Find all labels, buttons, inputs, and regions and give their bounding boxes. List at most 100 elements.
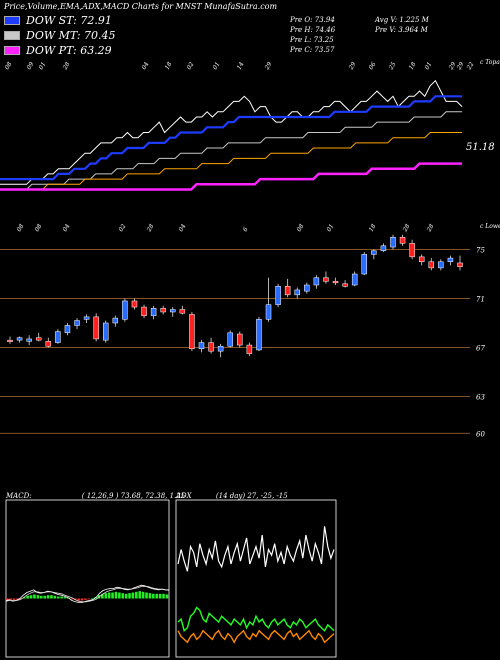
- macd-histogram-bar: [46, 595, 50, 599]
- macd-histogram-bar: [128, 593, 131, 599]
- candle-body: [351, 273, 358, 286]
- candle-body: [93, 316, 99, 340]
- ema-x-tick-label: 28: [61, 61, 71, 72]
- price-x-tick-label: 01: [326, 223, 336, 233]
- macd-histogram-bar: [53, 595, 57, 599]
- macd-series-line-1: [5, 586, 169, 603]
- macd-histogram-bar: [73, 598, 77, 600]
- ema-series-line-4: [0, 162, 462, 191]
- macd-histogram-bar: [77, 598, 80, 601]
- candle-body: [380, 245, 387, 251]
- ema-x-tick-label: 18: [408, 61, 418, 71]
- legend-label-mt: DOW MT: 70.45: [26, 29, 116, 42]
- candle-body: [122, 300, 128, 320]
- ema-x-tick-label: 29: [263, 61, 273, 72]
- candle-body: [16, 337, 23, 341]
- macd-params: ( 12,26,9 ) 73.68, 72.38, 1.25: [81, 492, 186, 500]
- candle-body: [418, 256, 425, 263]
- candle-body: [198, 342, 205, 349]
- macd-histogram-bar: [22, 597, 26, 599]
- candle-body: [217, 346, 224, 352]
- candle-body: [371, 250, 377, 255]
- price-x-tick-label: 08: [16, 223, 26, 233]
- ema-x-tick-label: 22: [465, 61, 475, 72]
- legend-dow-pt: DOW PT: 63.29: [4, 44, 112, 57]
- candle-body: [256, 319, 262, 351]
- candle-body: [7, 339, 13, 342]
- macd-histogram-bar: [43, 595, 46, 599]
- macd-histogram-bar: [80, 598, 84, 601]
- macd-panel-frame: [5, 499, 170, 658]
- candle-body: [361, 254, 368, 275]
- macd-histogram-bar: [87, 598, 91, 600]
- candle-body: [227, 332, 233, 347]
- macd-histogram-bar: [121, 593, 125, 599]
- macd-histogram-bar: [12, 598, 16, 600]
- macd-histogram-bar: [118, 592, 121, 599]
- quote-close: Pre C: 73.57: [290, 46, 335, 54]
- candle-body: [409, 243, 415, 258]
- candle-body: [332, 281, 339, 284]
- macd-histogram-bar: [158, 593, 162, 599]
- macd-histogram-bar: [84, 598, 87, 600]
- macd-title: MACD:: [6, 492, 32, 500]
- macd-histogram-bar: [60, 596, 63, 599]
- candle-body: [304, 284, 310, 292]
- legend-swatch-mt: [4, 31, 20, 40]
- price-y-tick-label: 63: [476, 394, 485, 402]
- ema-x-tick-label: 06: [368, 61, 378, 71]
- adx-params: (14 day) 27, -25, -15: [215, 492, 288, 500]
- price-top-label: c Lower: [480, 223, 500, 230]
- quote-open: Pre O: 73.94: [290, 16, 335, 24]
- macd-histogram-bar: [152, 593, 155, 599]
- chart-title: Price,Volume,EMA,ADX,MACD Charts for MNS…: [4, 2, 278, 11]
- ema-top-label: c Topa: [480, 59, 500, 66]
- price-x-tick-label: 6: [242, 226, 250, 233]
- macd-histogram-bar: [39, 595, 43, 599]
- macd-histogram-bar: [148, 593, 152, 599]
- candle-body: [438, 261, 444, 269]
- candle-body: [112, 317, 119, 324]
- legend-dow-st: DOW ST: 72.91: [4, 14, 112, 27]
- ema-x-tick-label: 01: [424, 61, 434, 71]
- legend-swatch-pt: [4, 46, 20, 55]
- ema-x-tick-label: 25: [387, 61, 397, 72]
- candle-body: [26, 338, 32, 342]
- macd-histogram-bar: [90, 598, 94, 600]
- candle-body: [74, 320, 80, 326]
- macd-histogram-bar: [63, 597, 67, 599]
- legend-dow-mt: DOW MT: 70.45: [4, 29, 116, 42]
- macd-histogram-bar: [16, 598, 19, 600]
- candle-body: [457, 262, 463, 267]
- candle-body: [83, 316, 90, 320]
- candle-body: [131, 300, 138, 308]
- adx-label: ADX (14 day) 27, -25, -15: [176, 492, 288, 500]
- candle-body: [179, 309, 186, 314]
- price-y-tick-label: 60: [476, 430, 485, 438]
- ema-x-tick-label: 08: [4, 61, 14, 71]
- macd-histogram-bar: [107, 592, 111, 599]
- price-x-tick-label: 08: [296, 223, 306, 233]
- ema-x-tick-label: 29: [347, 61, 357, 72]
- candle-body: [390, 237, 396, 248]
- quote-high: Pre H: 74.46: [290, 26, 336, 34]
- candle-body: [208, 342, 214, 352]
- candle-body: [246, 344, 253, 354]
- candle-body: [447, 257, 454, 263]
- macd-histogram-bar: [33, 594, 36, 599]
- ema-x-tick-label: 14: [236, 61, 246, 71]
- macd-histogram-bar: [145, 592, 148, 599]
- candle-body: [160, 308, 166, 313]
- legend-swatch-st: [4, 16, 20, 25]
- price-y-tick-label: 75: [476, 247, 485, 255]
- candle-body: [265, 304, 272, 320]
- candle-body: [399, 237, 406, 244]
- candle-body: [313, 277, 320, 286]
- candle-body: [189, 314, 195, 349]
- ema-series-line-3: [0, 132, 462, 190]
- macd-histogram-bar: [155, 593, 159, 599]
- candle-body: [55, 331, 61, 343]
- macd-histogram-bar: [101, 593, 104, 599]
- macd-histogram-bar: [114, 591, 118, 599]
